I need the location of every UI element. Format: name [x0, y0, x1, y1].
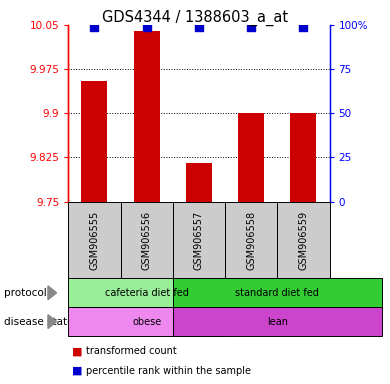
Text: GSM906557: GSM906557: [194, 210, 204, 270]
Text: cafeteria diet fed: cafeteria diet fed: [105, 288, 189, 298]
Text: GSM906558: GSM906558: [246, 210, 256, 270]
Bar: [290, 113, 317, 202]
Text: percentile rank within the sample: percentile rank within the sample: [86, 366, 251, 376]
Text: standard diet fed: standard diet fed: [235, 288, 319, 298]
Point: [91, 24, 98, 30]
Point: [300, 24, 307, 30]
Text: lean: lean: [267, 316, 288, 327]
Text: ■: ■: [72, 346, 83, 356]
Text: obese: obese: [132, 316, 161, 327]
Bar: [133, 31, 160, 202]
Point: [248, 24, 254, 30]
Text: GSM906559: GSM906559: [298, 210, 308, 270]
Point: [196, 24, 202, 30]
Text: GSM906556: GSM906556: [142, 210, 152, 270]
Bar: [238, 113, 264, 202]
Bar: [81, 81, 107, 202]
Text: transformed count: transformed count: [86, 346, 177, 356]
Text: disease state: disease state: [4, 316, 73, 327]
Point: [144, 24, 150, 30]
Text: ■: ■: [72, 366, 83, 376]
Text: GDS4344 / 1388603_a_at: GDS4344 / 1388603_a_at: [102, 10, 288, 26]
Text: protocol: protocol: [4, 288, 47, 298]
Text: GSM906555: GSM906555: [89, 210, 99, 270]
Bar: [186, 163, 212, 202]
